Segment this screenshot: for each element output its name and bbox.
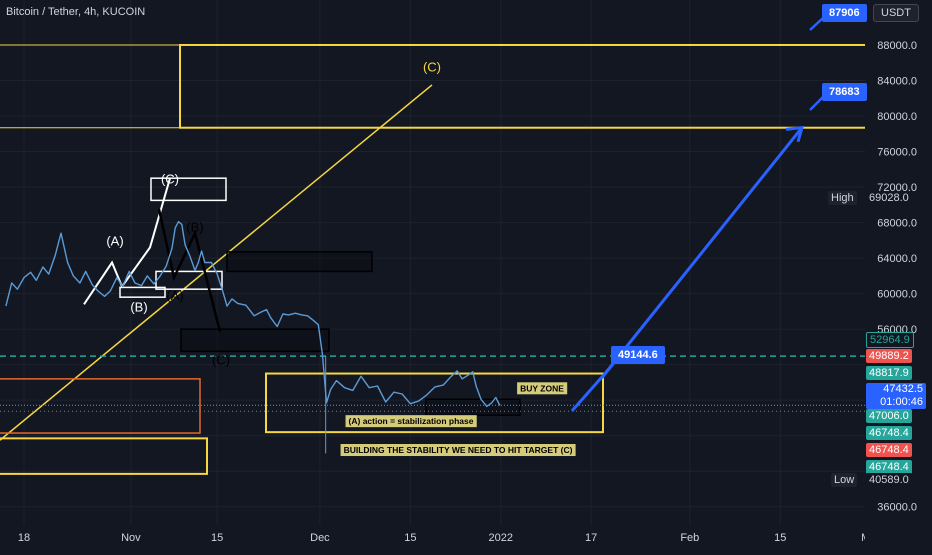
time-tick-label: 15 — [211, 532, 223, 544]
annotation-bg — [517, 382, 568, 395]
price-tag: 46748.4 — [866, 460, 912, 474]
stability-box — [0, 437, 208, 475]
bar-countdown: 01:00:46 — [880, 396, 923, 408]
annotation-bg — [340, 444, 576, 457]
symbol-title: Bitcoin / Tether, 4h, KUCOIN — [6, 6, 146, 18]
time-tick-label: 2022 — [489, 532, 513, 544]
target-pointer-2 — [809, 96, 824, 111]
price-tag: 49889.2 — [866, 349, 912, 363]
annotation-text: BUY ZONE — [520, 383, 564, 393]
wave-label: (C) — [212, 353, 230, 368]
low-value-tag: 40589.0 — [866, 473, 912, 487]
target-label-2: 78683 — [822, 83, 867, 101]
price-line — [5, 220, 501, 408]
target-pointer-1 — [809, 17, 824, 31]
time-tick-label: 18 — [18, 532, 30, 544]
resistance-box-3 — [425, 398, 521, 417]
target-box-upper — [179, 43, 865, 129]
target-label-3: 49144.6 — [611, 346, 665, 364]
axis-corner — [865, 525, 932, 550]
chart-area[interactable]: (C) (C) (A) (B) (A) (B) (C) BUY ZONE (A) action … — [0, 0, 865, 525]
price-series — [5, 220, 501, 454]
high-label-tag: High — [828, 191, 857, 205]
price-tick-label: 80000.0 — [877, 111, 917, 123]
annotation-bg — [345, 415, 477, 428]
wave-label: (A) — [166, 288, 183, 303]
price-chart[interactable]: (C) (C) (A) (B) (A) (B) (C) BUY ZONE (A) action … — [0, 0, 865, 525]
price-tick-label: 84000.0 — [877, 76, 917, 88]
trend-line — [0, 84, 433, 441]
currency-button[interactable]: USDT — [873, 4, 919, 22]
price-tick-label: 64000.0 — [877, 253, 917, 265]
projection-arrow — [570, 126, 804, 412]
annotation-text: (A) action = stabilization phase — [349, 416, 474, 426]
price-tag: 48817.9 — [866, 366, 912, 380]
price-tag: 52964.9 — [866, 332, 914, 348]
time-tick-label: Feb — [680, 532, 699, 544]
low-label-tag: Low — [831, 473, 858, 487]
wave-label: (A) — [106, 234, 123, 249]
drawings — [0, 17, 865, 475]
price-tick-label: 60000.0 — [877, 289, 917, 301]
current-price-tag: 47432.5 01:00:46 — [866, 383, 926, 409]
time-tick-label: Dec — [310, 532, 330, 544]
time-tick-label: Nov — [121, 532, 141, 544]
high-value-tag: 69028.0 — [866, 191, 912, 205]
time-tick-label: 17 — [585, 532, 597, 544]
current-price-value: 47432.5 — [883, 383, 923, 395]
target-pointer-3 — [601, 361, 616, 379]
wave-path-white — [83, 177, 171, 305]
price-tick-label: 36000.0 — [877, 502, 917, 514]
wave-path-black — [157, 208, 222, 333]
price-tag: 47006.0 — [866, 409, 912, 423]
price-tag: 46748.4 — [866, 426, 912, 440]
wave-label: (B) — [186, 219, 203, 234]
price-tick-label: 88000.0 — [877, 40, 917, 52]
price-tick-label: 76000.0 — [877, 147, 917, 159]
resistance-box-1 — [226, 251, 373, 273]
annotation-text: BUILDING THE STABILITY WE NEED TO HIT TA… — [344, 445, 573, 455]
target-label-1: 87906 — [822, 4, 867, 22]
wave-label: (C) — [161, 172, 179, 187]
wave-box-3 — [119, 286, 166, 298]
time-axis[interactable]: 18Nov15Dec15202217Feb15Mar — [0, 525, 880, 550]
time-tick-label: 15 — [404, 532, 416, 544]
wave-box-2 — [155, 270, 223, 290]
buy-zone-box — [265, 372, 604, 434]
wave-box-1 — [150, 177, 227, 202]
orange-box — [0, 378, 201, 434]
wave-label: (B) — [130, 299, 147, 314]
wave-labels: (C) (C) (A) (B) (A) (B) (C) BUY ZONE (A) action … — [106, 60, 576, 457]
arrow-head — [785, 125, 805, 143]
price-tag: 46748.4 — [866, 443, 912, 457]
price-tick-label: 68000.0 — [877, 218, 917, 230]
wave-label: (C) — [423, 60, 441, 75]
resistance-box-2 — [180, 328, 330, 353]
time-tick-label: 15 — [774, 532, 786, 544]
